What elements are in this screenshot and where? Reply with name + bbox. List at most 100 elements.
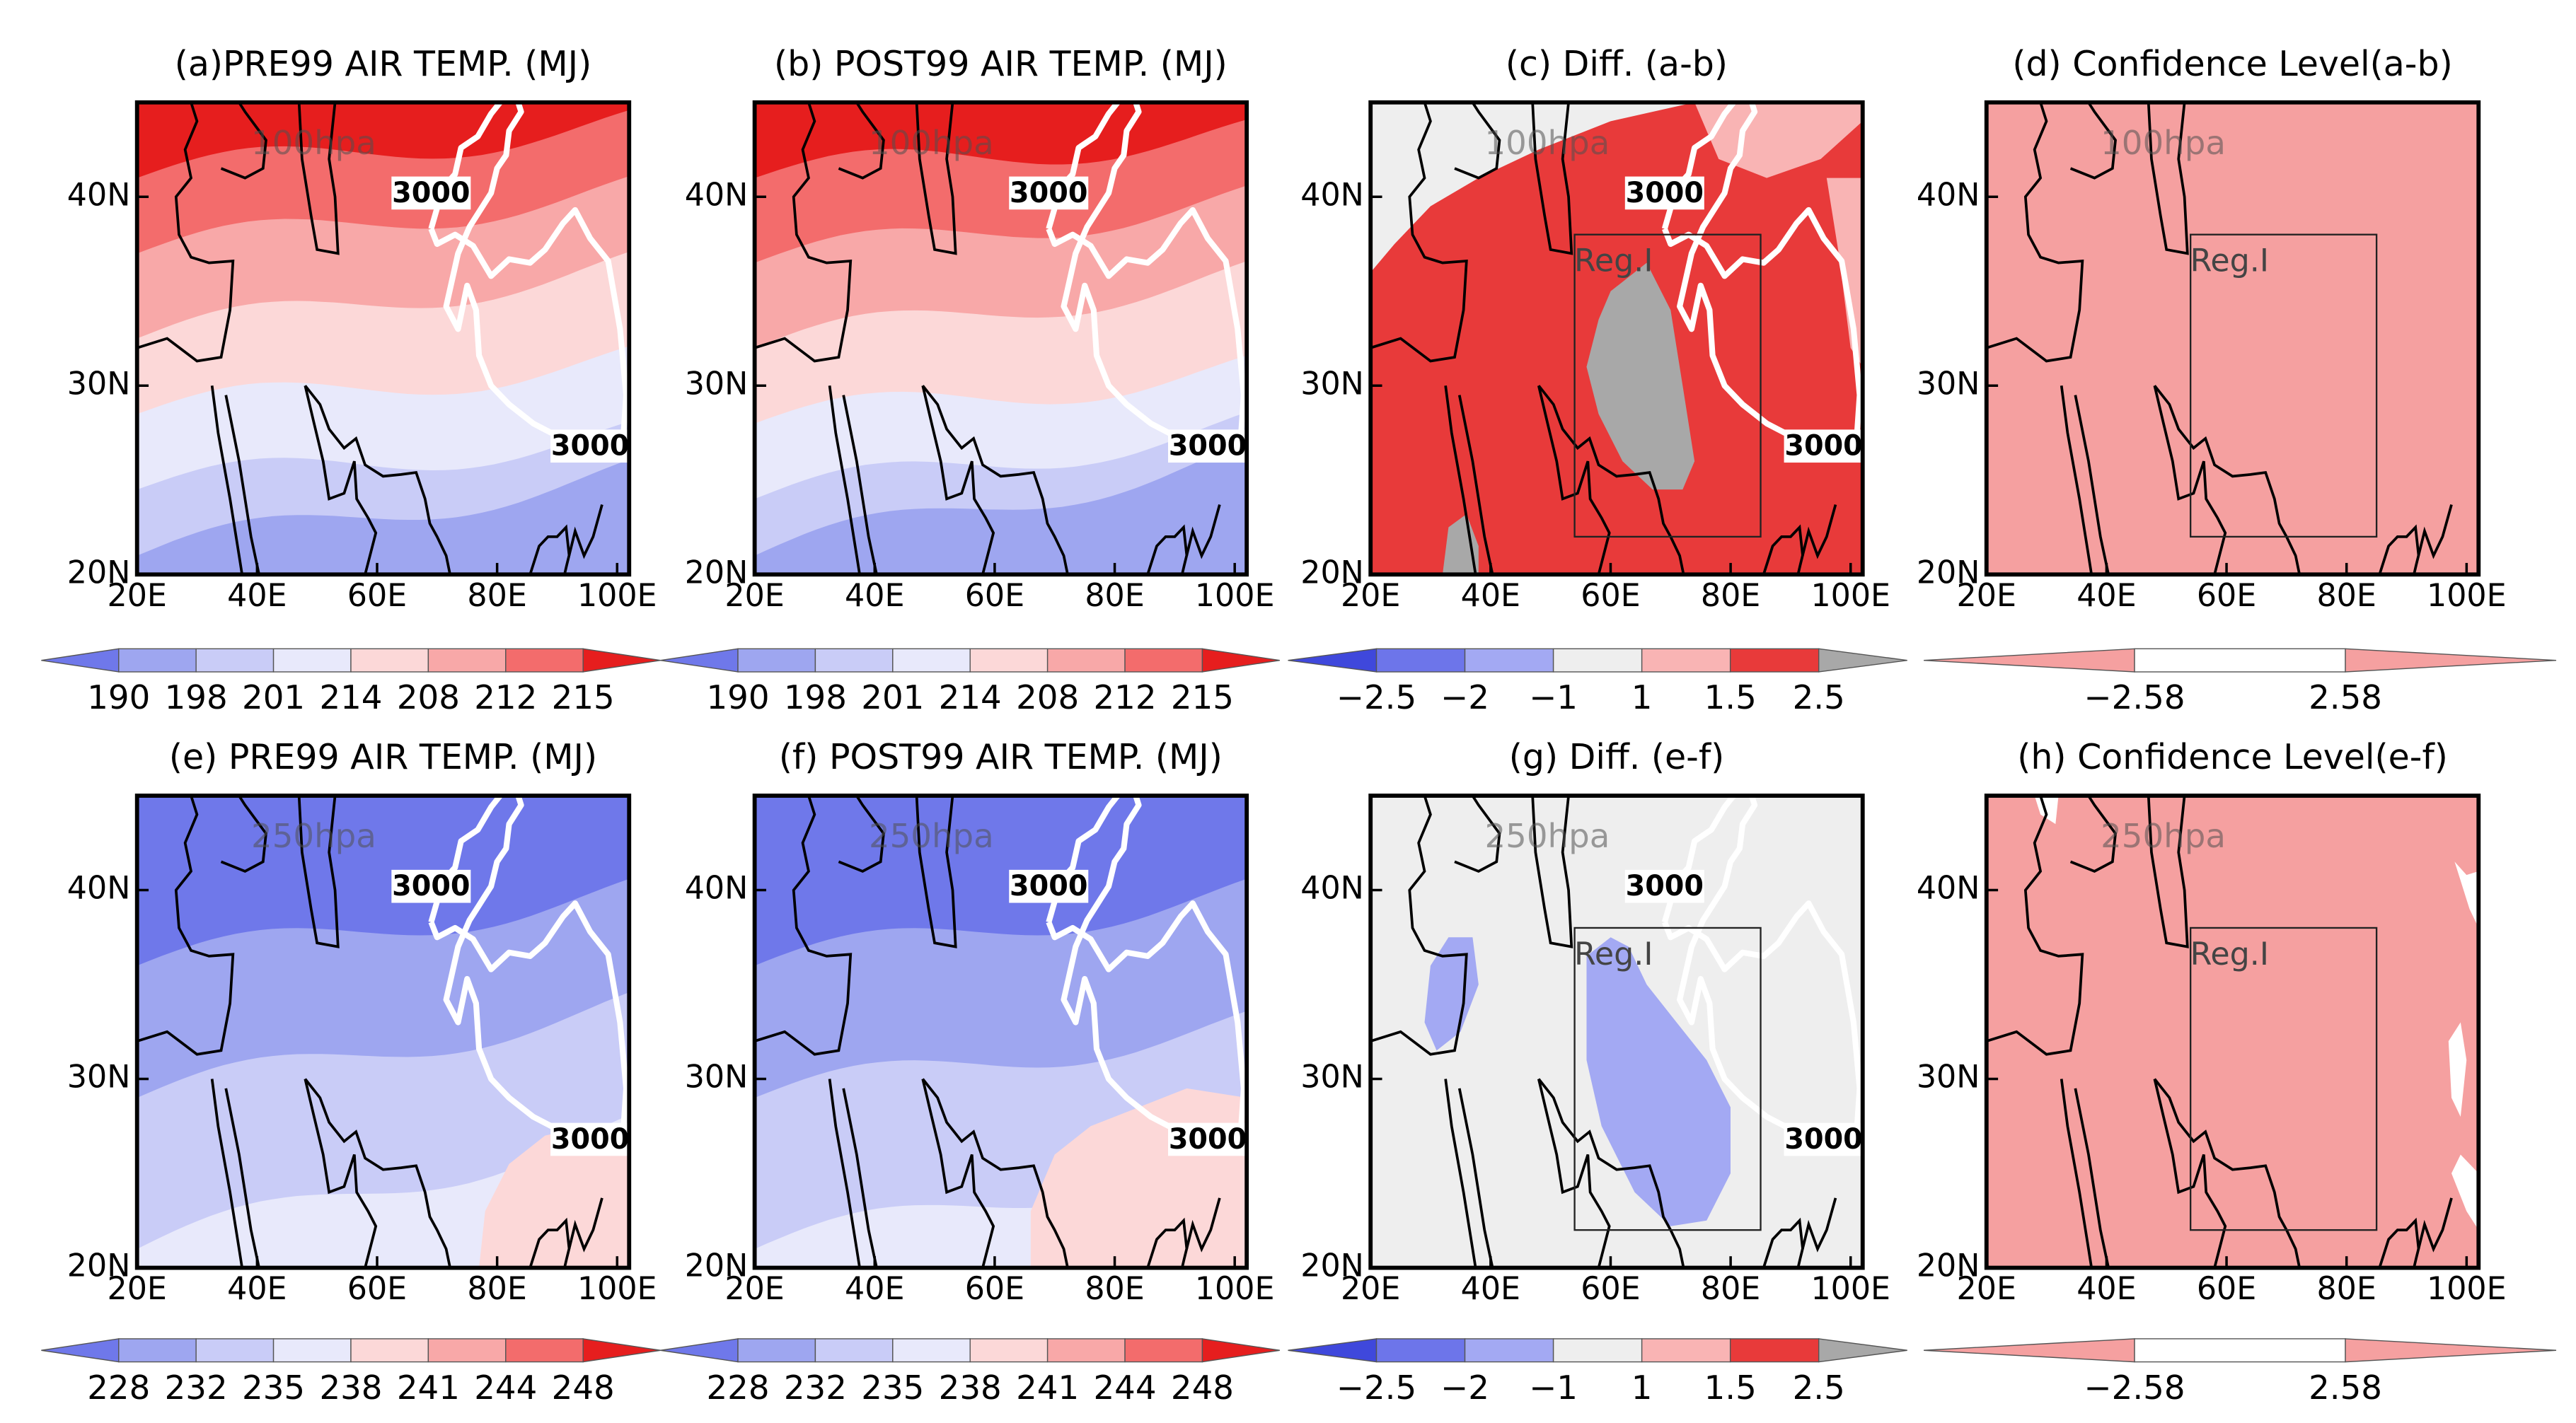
x-tick-label: 20E [1341,1271,1400,1307]
y-tick-label: 30N [685,1059,749,1096]
contour-label-box [550,1122,630,1156]
colorbar-segment [427,648,507,673]
colorbar-label: −2.5 [1336,679,1416,717]
colorbar-segment [1729,648,1820,673]
colorbar-segment [350,1338,429,1363]
colorbar-end [1818,1338,1907,1363]
colorbar-segment [737,1338,816,1363]
coastline [137,796,235,1056]
coastline [529,524,571,575]
contour-label-box [1784,429,1863,463]
contour-label: 3000 [392,870,470,902]
y-tick-label: 40N [1300,871,1364,907]
level-label: 250hpa [1485,818,1610,856]
contour-label: 3000 [1784,430,1862,463]
shaded-band [754,440,1247,575]
coastline [220,102,267,180]
colorbar-label: 232 [165,1369,228,1407]
coastline [1444,1079,1477,1268]
x-tick-label: 40E [1461,1271,1520,1307]
x-tick-label: 80E [1701,578,1760,614]
coastline [921,1079,995,1268]
level-label: 100hpa [2101,124,2226,163]
colorbar-segment [1124,648,1203,673]
coastline [828,385,861,575]
colorbar-segment [505,648,584,673]
coastline [1537,1079,1611,1268]
colorbar-label: 190 [706,679,769,717]
x-tick-label: 40E [2077,578,2136,614]
y-tick-label: 20N [1300,1248,1364,1284]
topography-contour [1046,796,1247,1139]
colorbar-segment [1375,1338,1466,1363]
coastline [297,796,340,948]
colorbar-label: −2.58 [2084,679,2185,717]
region-box [2189,233,2378,538]
y-tick-label: 40N [685,871,749,907]
contour-label-box [391,176,471,210]
y-tick-label: 30N [1300,1059,1364,1096]
x-tick-label: 100E [2427,1271,2507,1307]
contour-label: 3000 [1010,870,1087,902]
coastline [1146,1217,1189,1268]
colorbar-label: −2.5 [1336,1369,1416,1407]
coastline [2153,385,2227,575]
colorbar-segment [505,1338,584,1363]
colorbar-label: 198 [784,679,847,717]
panel-title: (h) Confidence Level(e-f) [2017,737,2448,777]
contour-label: 3000 [551,430,629,463]
colorbar-segment [272,1338,352,1363]
colorbar-segment [2134,648,2346,673]
x-tick-label: 100E [1810,578,1890,614]
panel-title: (f) POST99 AIR TEMP. (MJ) [779,737,1223,777]
colorbar-label: −2 [1440,1369,1489,1407]
region-label: Reg.I [2190,243,2269,279]
coastline [754,102,853,363]
map-background [1986,102,2479,575]
colorbar-label: 215 [1171,679,1234,717]
colorbar-end [1201,1338,1280,1363]
colorbar-label: 198 [165,679,228,717]
coastline [2153,1078,2301,1268]
contour-label: 3000 [1784,1123,1862,1156]
x-tick-label: 100E [1810,1271,1890,1307]
shaded-region [1586,262,1695,490]
coastline [137,102,235,363]
colorbar-segment [1552,648,1643,673]
panel-frame [752,100,1249,577]
contour-label-box [1624,176,1704,210]
colorbar-end [41,1338,120,1363]
colorbar-label: 201 [861,679,924,717]
colorbar-segment [1375,648,1466,673]
y-tick-label: 40N [685,177,749,213]
colorbar-label: 244 [1093,1369,1156,1407]
colorbar-end [1201,648,1280,673]
x-tick-label: 40E [845,1271,904,1307]
coastline [2069,102,2117,180]
contour-label: 3000 [1169,430,1247,463]
panel-frame [752,794,1249,1270]
colorbar-segment [969,648,1049,673]
map-panel: 250hpa 3000 3000 [137,796,630,1268]
colorbar-label: 235 [861,1369,924,1407]
map-panel: 250hpa Reg.I 3000 3000 [1370,796,1863,1268]
coastline [2153,385,2301,575]
y-tick-label: 30N [67,366,131,402]
y-tick-label: 20N [685,554,749,591]
colorbar-label: 208 [397,679,460,717]
y-tick-label: 40N [67,177,131,213]
map-panel: 100hpa 3000 3000 [137,102,630,575]
contour-label-box [391,869,471,903]
topography-contour [1661,796,1863,1139]
panel-frame [134,794,632,1270]
colorbar-label: 201 [242,679,305,717]
colorbar-label: 2.5 [1793,1369,1845,1407]
colorbar-end [660,648,739,673]
colorbar-label: 214 [939,679,1002,717]
panel-title: (d) Confidence Level(a-b) [2012,44,2452,84]
colorbar-segment [1046,1338,1126,1363]
colorbar-label: 244 [474,1369,537,1407]
y-tick-label: 30N [1917,366,1980,402]
colorbar-label: 214 [319,679,382,717]
colorbar-label: 228 [706,1369,769,1407]
